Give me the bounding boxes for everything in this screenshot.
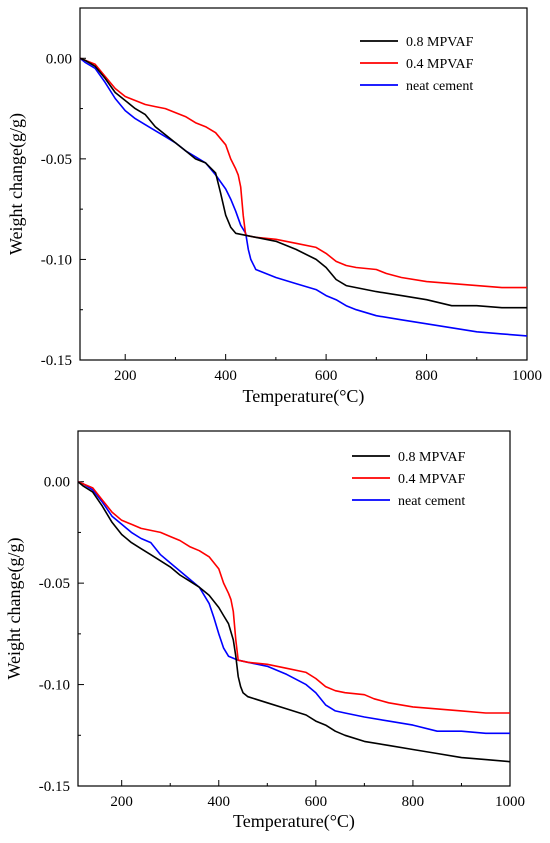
c0-x-tick-label: 400 — [214, 368, 237, 384]
c1-x-tick-label: 200 — [110, 794, 133, 810]
c0-series-line-neat-cement — [79, 57, 528, 337]
c0-y-tick-label: -0.10 — [41, 252, 72, 268]
c0-y-tick-label: 0.00 — [46, 51, 72, 67]
c1-plot-frame — [77, 430, 511, 787]
c1-y-axis-title: Weight change(g/g) — [4, 537, 25, 679]
c1-legend-label: neat cement — [398, 494, 465, 509]
c1-series-line-neat-cement — [77, 480, 510, 735]
c1-x-tick-label: 800 — [402, 794, 425, 810]
c0-y-tick-label: -0.15 — [41, 353, 72, 369]
c0-series-line-0-8-mpvaf — [79, 57, 527, 309]
c1-x-tick-label: 600 — [305, 794, 328, 810]
c1-legend-label: 0.8 MPVAF — [398, 450, 466, 465]
c0-y-tick-label: -0.05 — [41, 152, 72, 168]
c0-x-tick-label: 1000 — [512, 368, 542, 384]
c1-x-tick-label: 400 — [208, 794, 231, 810]
c0-legend-label: 0.4 MPVAF — [406, 57, 474, 72]
c1-y-tick-label: 0.00 — [44, 475, 70, 491]
c1-series-line-0-8-mpvaf — [77, 481, 511, 763]
chart-top: 200 400 600 800 1000 0.00 -0.05 -0.10 -0.15 Tempe… — [6, 7, 542, 407]
c0-x-tick-label: 600 — [315, 368, 338, 384]
c1-x-axis-title: Temperature(°C) — [233, 811, 355, 832]
c0-x-tick-label: 800 — [415, 368, 438, 384]
c0-x-tick-label: 200 — [114, 368, 137, 384]
c1-series-line-0-4-mpvaf — [77, 480, 510, 714]
c0-legend-label: 0.8 MPVAF — [406, 35, 474, 50]
c0-y-axis-title: Weight change(g/g) — [6, 113, 27, 255]
c1-legend-label: 0.4 MPVAF — [398, 472, 466, 487]
c1-y-tick-label: -0.15 — [39, 779, 70, 795]
c1-y-tick-label: -0.05 — [39, 576, 70, 592]
c0-series-line-0-4-mpvaf — [79, 57, 527, 289]
c0-x-axis-title: Temperature(°C) — [243, 386, 365, 407]
c0-plot-frame — [79, 7, 528, 361]
c1-x-tick-label: 1000 — [495, 794, 525, 810]
c1-y-tick-label: -0.10 — [39, 678, 70, 694]
chart-bottom: 200 400 600 800 1000 0.00 -0.05 -0.10 -0.15 Tempe… — [4, 430, 525, 832]
c0-legend-label: neat cement — [406, 79, 473, 94]
